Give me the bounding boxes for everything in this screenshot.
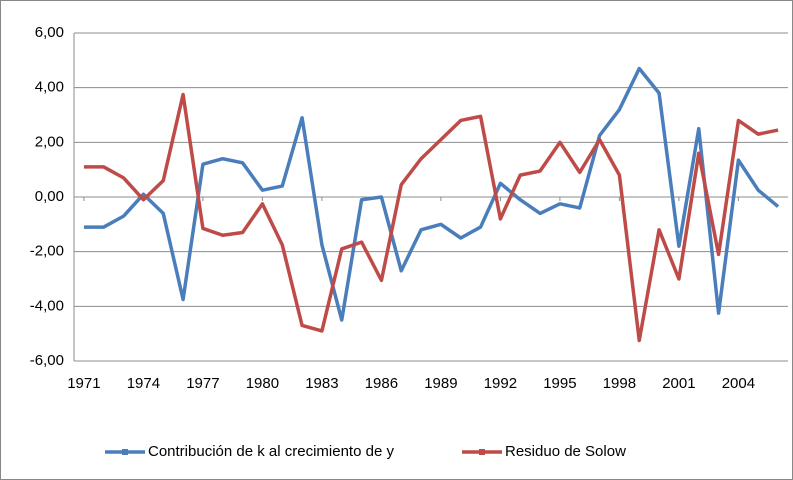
x-tick-label: 1980: [246, 375, 279, 392]
y-tick-label: -2,00: [30, 243, 64, 260]
x-tick-label: 1986: [365, 375, 398, 392]
x-tick-label: 1995: [543, 375, 576, 392]
y-tick-label: 0,00: [35, 188, 64, 205]
x-tick-label: 1992: [484, 375, 517, 392]
y-tick-label: 4,00: [35, 79, 64, 96]
legend-label: Contribución de k al crecimiento de y: [148, 443, 394, 460]
x-tick-label: 1971: [67, 375, 100, 392]
y-tick-label: 6,00: [35, 24, 64, 41]
y-tick-label: 2,00: [35, 133, 64, 150]
x-tick-label: 2001: [662, 375, 695, 392]
legend-label: Residuo de Solow: [505, 443, 626, 460]
legend-marker: [122, 449, 128, 455]
y-tick-label: -6,00: [30, 352, 64, 369]
x-tick-label: 1974: [127, 375, 160, 392]
x-tick-label: 1998: [603, 375, 636, 392]
x-tick-label: 1977: [186, 375, 219, 392]
x-tick-label: 1983: [305, 375, 338, 392]
series-line: [83, 66, 780, 322]
x-tick-label: 2004: [722, 375, 755, 392]
series-line: [83, 92, 779, 343]
x-tick-label: 1989: [424, 375, 457, 392]
legend-marker: [479, 449, 485, 455]
y-tick-label: -4,00: [30, 297, 64, 314]
